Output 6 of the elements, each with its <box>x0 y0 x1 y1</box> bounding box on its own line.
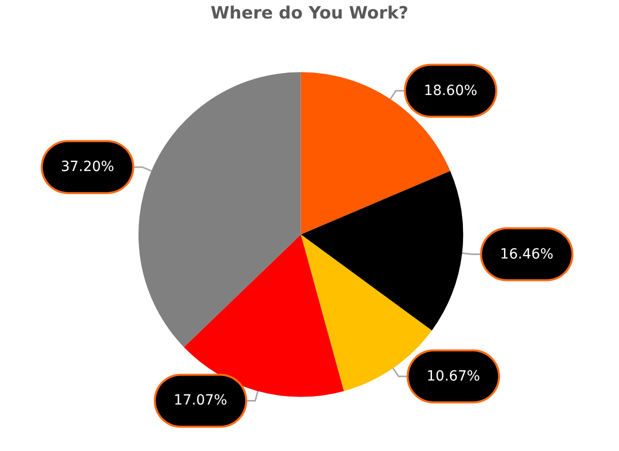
data-label: 10.67% <box>426 368 480 384</box>
data-label: 18.60% <box>424 82 478 99</box>
data-label: 16.46% <box>500 246 554 262</box>
data-label: 17.07% <box>174 392 228 409</box>
data-label: 37.20% <box>60 159 114 176</box>
chart-title: Where do You Work? <box>210 4 408 24</box>
